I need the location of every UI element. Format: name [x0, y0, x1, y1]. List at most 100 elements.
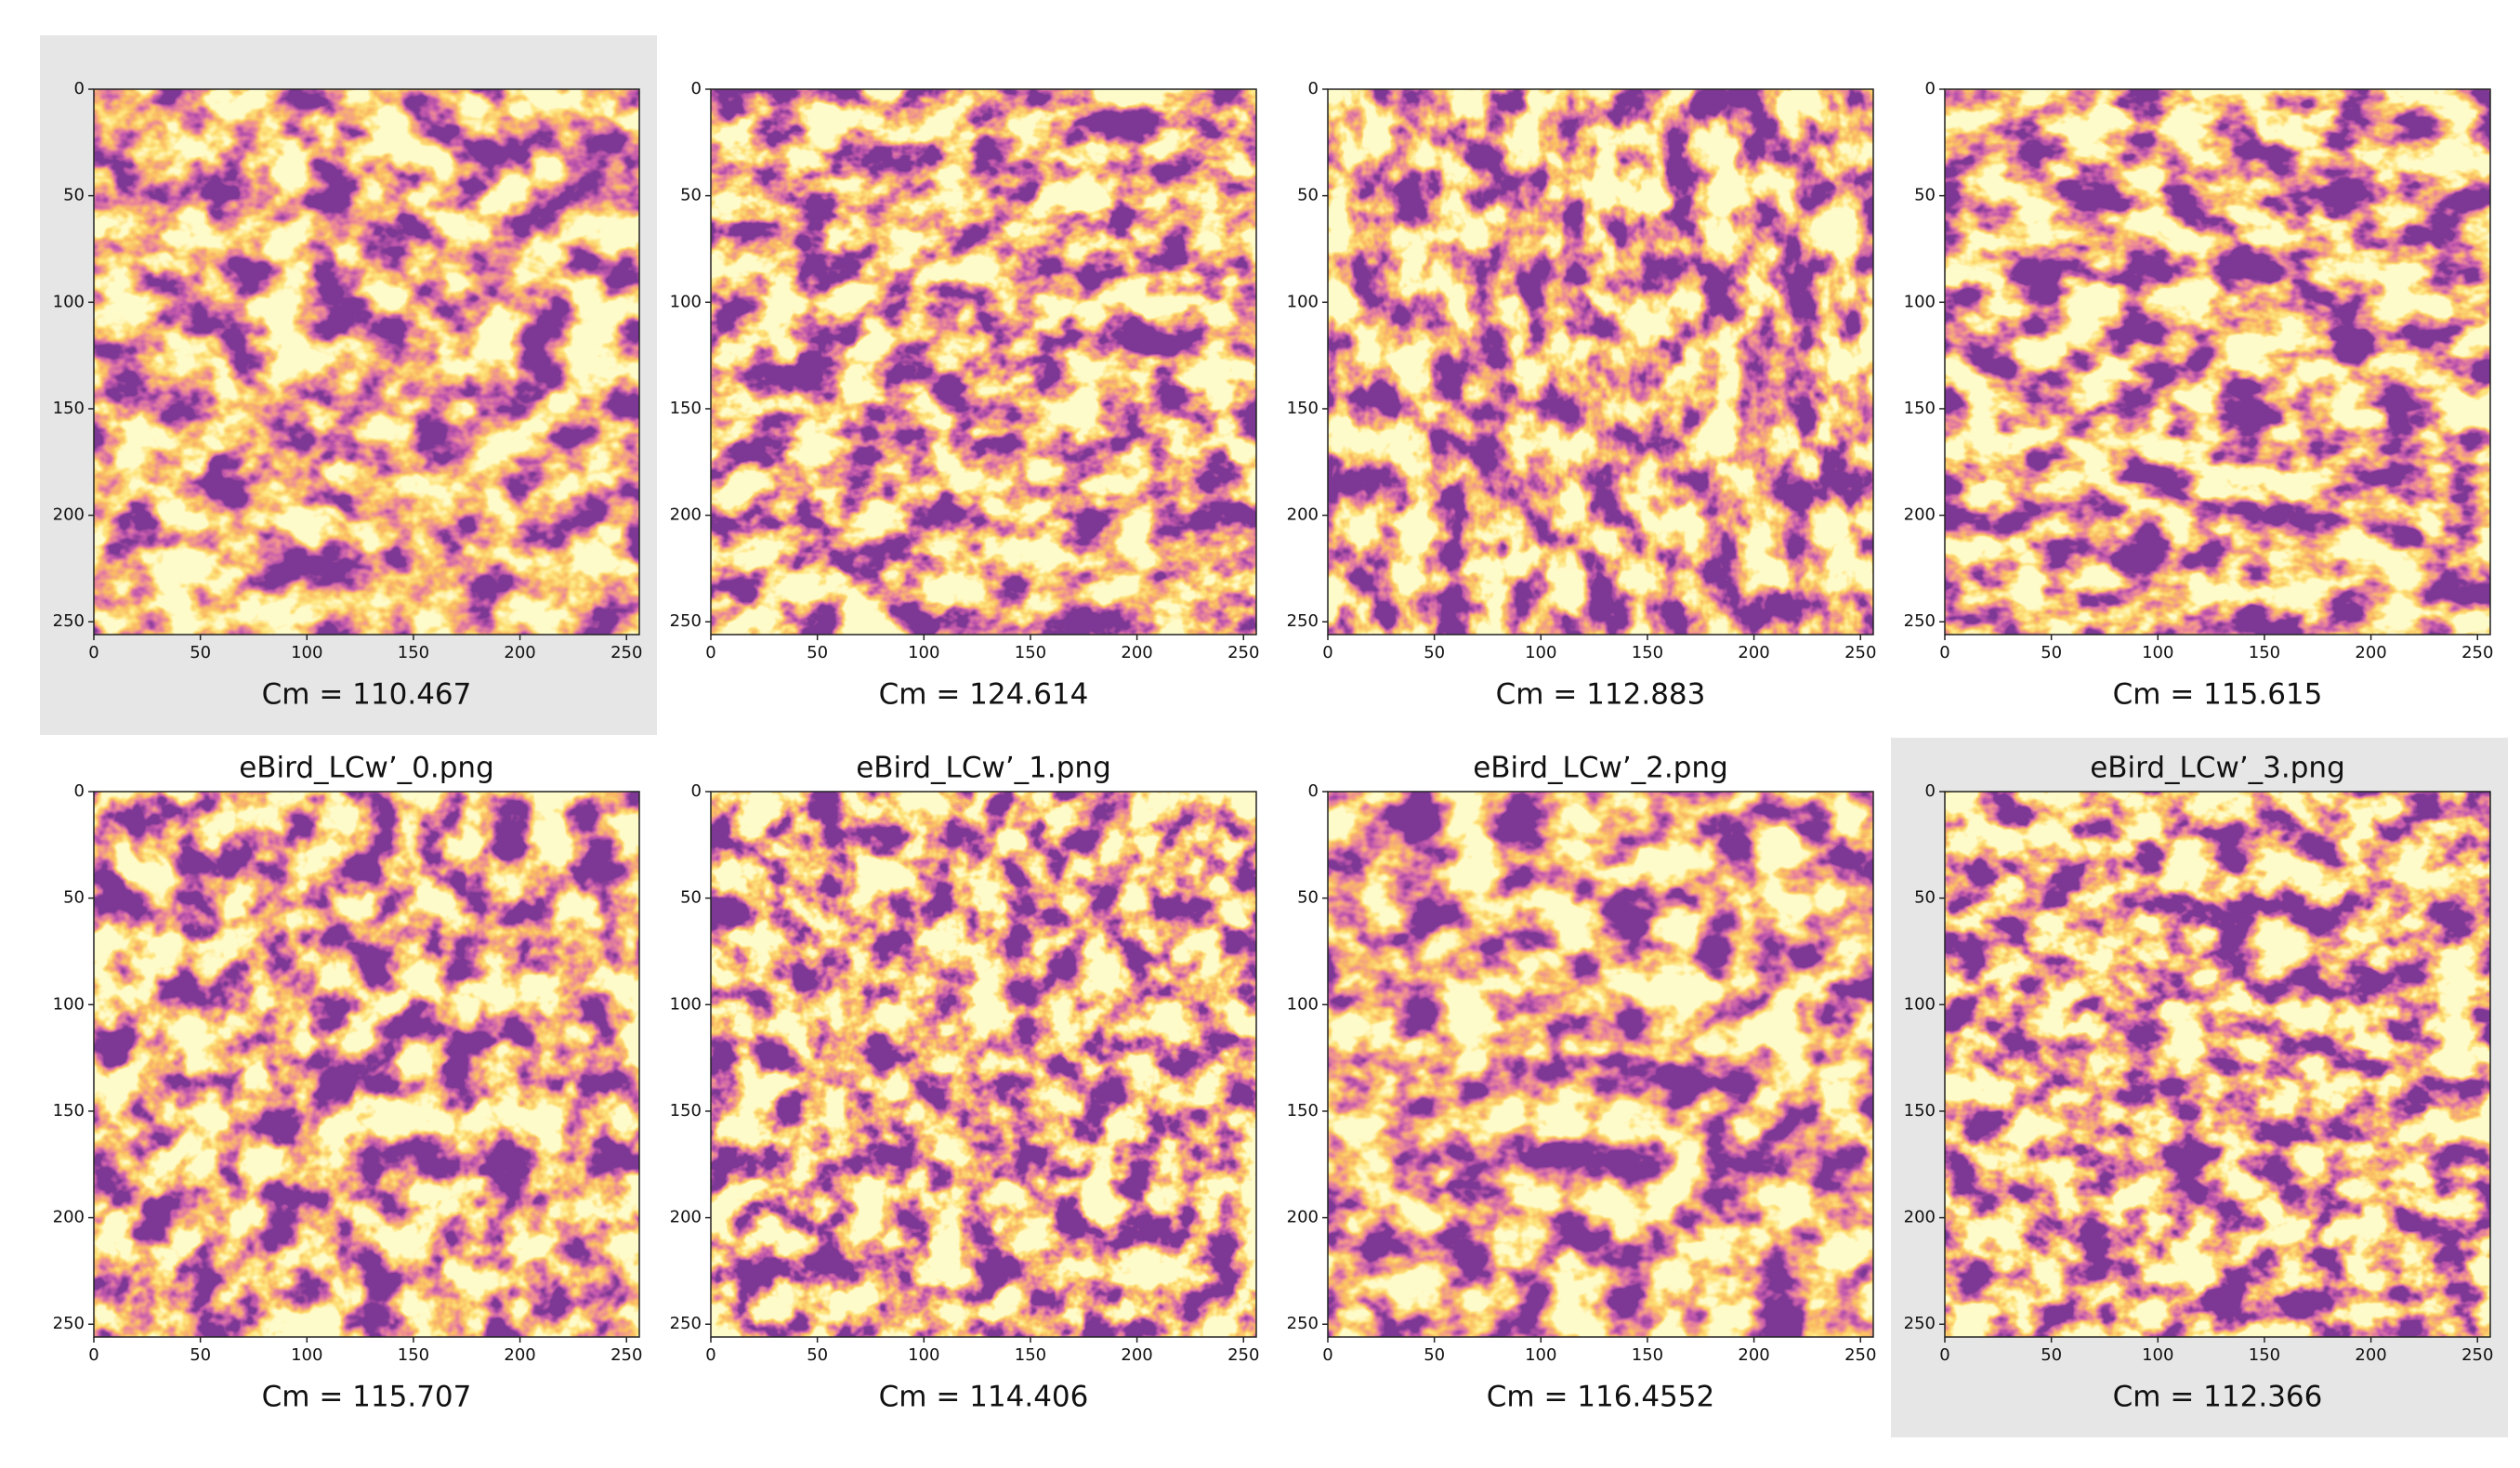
y-tick-label: 250	[53, 1314, 85, 1333]
x-tick-label: 250	[2461, 1345, 2493, 1365]
panel-caption: Cm = 112.366	[2113, 1381, 2323, 1414]
x-tick-label: 0	[88, 1345, 98, 1365]
panel-title: eBird_LCw’_3.png	[2090, 752, 2345, 785]
x-tick-label: 50	[1424, 1345, 1445, 1365]
axes-frame	[1944, 88, 2491, 636]
y-tick-label: 50	[1297, 186, 1319, 205]
y-tick-label: 250	[53, 611, 85, 631]
heatmap-image	[711, 792, 1256, 1337]
x-tick-label: 0	[705, 1345, 715, 1365]
x-tick-label: 50	[190, 1345, 211, 1365]
y-tick-label: 100	[53, 994, 85, 1014]
y-tick-label: 250	[1904, 611, 1936, 631]
x-tick-label: 100	[291, 1345, 322, 1365]
x-tick-label: 50	[807, 643, 828, 662]
y-tick-label: 200	[1904, 1208, 1936, 1227]
x-tick-label: 100	[291, 643, 322, 662]
panel-caption: Cm = 124.614	[879, 678, 1089, 712]
x-tick-label: 250	[1844, 643, 1876, 662]
y-tick-label: 150	[1287, 1101, 1319, 1121]
y-tick-label: 0	[74, 79, 85, 98]
y-tick-label: 200	[1287, 1208, 1319, 1227]
y-tick-label: 100	[670, 292, 702, 311]
y-tick-label: 50	[1914, 186, 1936, 205]
heatmap-image	[1945, 89, 2490, 635]
x-tick-label: 100	[2142, 1345, 2173, 1365]
x-tick-label: 250	[1844, 1345, 1876, 1365]
y-tick-label: 0	[691, 79, 702, 98]
x-tick-label: 0	[1939, 1345, 1949, 1365]
x-tick-label: 150	[1015, 643, 1046, 662]
axes-frame	[1327, 791, 1874, 1338]
x-tick-label: 250	[610, 1345, 642, 1365]
y-tick-label: 150	[1287, 399, 1319, 418]
axes-frame	[1327, 88, 1874, 636]
y-tick-label: 250	[1287, 611, 1319, 631]
x-tick-label: 50	[807, 1345, 828, 1365]
axes-frame	[710, 88, 1257, 636]
x-tick-label: 200	[1121, 1345, 1152, 1365]
x-tick-label: 100	[1525, 643, 1556, 662]
heatmap-image	[1328, 792, 1873, 1337]
axes-frame	[93, 88, 640, 636]
x-tick-label: 250	[2461, 643, 2493, 662]
panel-caption: Cm = 115.707	[262, 1381, 472, 1414]
y-tick-label: 150	[53, 1101, 85, 1121]
heatmap-image	[94, 89, 639, 635]
y-tick-label: 200	[53, 1208, 85, 1227]
x-tick-label: 100	[908, 643, 939, 662]
panel-caption: Cm = 112.883	[1496, 678, 1706, 712]
x-tick-label: 150	[398, 643, 429, 662]
axes-frame	[1944, 791, 2491, 1338]
x-tick-label: 200	[504, 1345, 535, 1365]
heatmap-image	[1328, 89, 1873, 635]
y-tick-label: 100	[1904, 994, 1936, 1014]
y-tick-label: 250	[1287, 1314, 1319, 1333]
y-tick-label: 0	[74, 781, 85, 801]
x-tick-label: 150	[1632, 1345, 1663, 1365]
x-tick-label: 100	[908, 1345, 939, 1365]
x-tick-label: 200	[1121, 643, 1152, 662]
y-tick-label: 0	[1308, 781, 1319, 801]
x-tick-label: 50	[190, 643, 211, 662]
y-tick-label: 50	[1297, 888, 1319, 908]
x-tick-label: 250	[1227, 643, 1259, 662]
panel-caption: Cm = 115.615	[2113, 678, 2323, 712]
x-tick-label: 200	[2355, 1345, 2386, 1365]
x-tick-label: 0	[88, 643, 98, 662]
heatmap-image	[1945, 792, 2490, 1337]
y-tick-label: 100	[1287, 292, 1319, 311]
heatmap-image	[94, 792, 639, 1337]
y-tick-label: 250	[1904, 1314, 1936, 1333]
y-tick-label: 100	[1287, 994, 1319, 1014]
y-tick-label: 0	[1925, 79, 1936, 98]
y-tick-label: 200	[670, 505, 702, 525]
x-tick-label: 200	[2355, 643, 2386, 662]
panel-caption: Cm = 114.406	[879, 1381, 1089, 1414]
x-tick-label: 0	[1322, 643, 1332, 662]
y-tick-label: 50	[1914, 888, 1936, 908]
x-tick-label: 0	[705, 643, 715, 662]
y-tick-label: 100	[670, 994, 702, 1014]
x-tick-label: 0	[1322, 1345, 1332, 1365]
y-tick-label: 250	[670, 611, 702, 631]
axes-frame	[710, 791, 1257, 1338]
y-tick-label: 150	[53, 399, 85, 418]
x-tick-label: 0	[1939, 643, 1949, 662]
y-tick-label: 50	[63, 888, 85, 908]
y-tick-label: 0	[1308, 79, 1319, 98]
y-tick-label: 100	[1904, 292, 1936, 311]
y-tick-label: 0	[1925, 781, 1936, 801]
x-tick-label: 50	[2041, 643, 2062, 662]
x-tick-label: 200	[504, 643, 535, 662]
y-tick-label: 0	[691, 781, 702, 801]
x-tick-label: 50	[2041, 1345, 2062, 1365]
x-tick-label: 100	[1525, 1345, 1556, 1365]
y-tick-label: 200	[670, 1208, 702, 1227]
y-tick-label: 200	[1904, 505, 1936, 525]
panel-title: eBird_LCw’_1.png	[856, 752, 1111, 785]
y-tick-label: 50	[63, 186, 85, 205]
x-tick-label: 250	[1227, 1345, 1259, 1365]
